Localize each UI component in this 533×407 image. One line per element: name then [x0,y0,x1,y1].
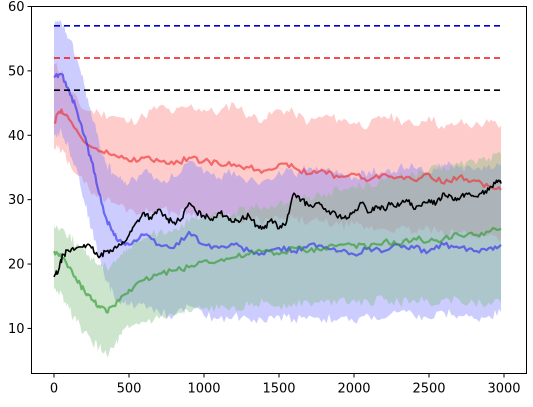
y-tick-label: 40 [8,129,25,144]
y-tick-label: 60 [8,0,25,15]
series-2-band [54,19,501,324]
x-tick-label: 2500 [412,382,445,397]
x-tick-label: 3000 [487,382,520,397]
x-tick-label: 1500 [262,382,295,397]
reference-lines [54,25,504,92]
x-tick-label: 2000 [337,382,370,397]
plot-area [31,6,527,374]
series-2-line [53,73,502,257]
y-tick-label: 10 [8,322,25,337]
series-4-line [53,179,502,278]
y-axis-ticks: 10 20 30 40 50 60 [8,0,32,337]
x-tick-label: 0 [50,382,58,397]
y-tick-label: 30 [8,193,25,208]
y-tick-label: 20 [8,258,25,273]
x-tick-label: 1000 [187,382,220,397]
series-1-band [54,62,501,243]
y-tick-label: 50 [8,64,25,79]
series-3-line [52,226,502,314]
x-tick-label: 500 [117,382,142,397]
x-axis-ticks: 0 500 1000 1500 2000 2500 3000 [50,373,521,397]
series-1-line [53,108,502,191]
series-lines [52,73,502,314]
